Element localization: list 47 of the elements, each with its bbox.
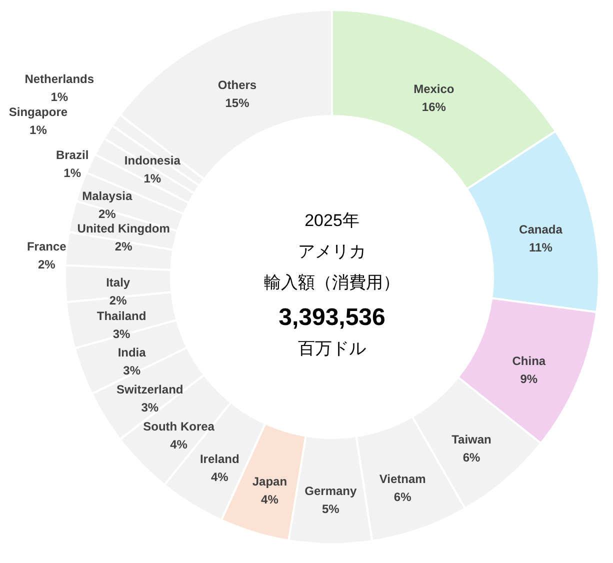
slice-label: France: [26, 239, 67, 254]
slice-label: Italy: [106, 275, 130, 290]
text: 3,393,536: [278, 304, 386, 331]
data-label: 3%: [141, 400, 159, 414]
slice-label: Others: [218, 78, 257, 92]
slice-label: Thailand: [96, 308, 146, 323]
slice-label: United Kingdom: [77, 221, 170, 236]
slice-label: Vietnam: [379, 472, 426, 486]
slice-label: Netherlands: [24, 72, 94, 86]
data-label: 3%: [112, 326, 131, 341]
data-label: 6%: [462, 450, 480, 464]
slice-label: Switzerland: [116, 382, 184, 396]
data-label: 1%: [30, 122, 48, 137]
slice-label: China: [512, 354, 546, 368]
data-label: 1%: [50, 90, 68, 104]
slice-label: Brazil: [56, 148, 89, 162]
data-label: 3%: [123, 364, 141, 378]
data-label: 2%: [114, 239, 133, 254]
data-label: 6%: [394, 490, 412, 504]
text: アメリカ: [298, 242, 366, 261]
data-label: 2%: [109, 293, 128, 308]
data-label: 16%: [422, 100, 446, 114]
data-label: 4%: [170, 437, 188, 452]
slice-label: Taiwan: [452, 432, 492, 446]
text: 百万ドル: [298, 339, 366, 358]
slice-label: India: [118, 346, 146, 360]
text: 輸入額（消費用）: [264, 273, 400, 292]
slice-label: Mexico: [414, 82, 454, 96]
slice-label: South Korea: [143, 419, 215, 434]
data-label: 15%: [225, 96, 250, 110]
data-label: 1%: [64, 166, 82, 180]
slice-label: Malaysia: [82, 189, 132, 204]
data-label: 1%: [144, 172, 162, 186]
data-label: 2%: [38, 257, 56, 272]
data-label: 4%: [210, 470, 229, 484]
slice-label: Canada: [519, 222, 563, 237]
data-label: 11%: [529, 240, 553, 255]
data-label: 2%: [98, 207, 116, 222]
slice-label: Indonesia: [124, 154, 181, 168]
text: 2025年: [304, 211, 360, 230]
data-label: 9%: [520, 372, 538, 386]
slice-label: Germany: [304, 484, 357, 498]
data-label: 4%: [261, 492, 279, 507]
slice-label: Japan: [252, 474, 288, 489]
slice-label: Singapore: [8, 104, 68, 119]
data-label: 5%: [322, 502, 340, 516]
slice-label: Ireland: [200, 452, 240, 466]
